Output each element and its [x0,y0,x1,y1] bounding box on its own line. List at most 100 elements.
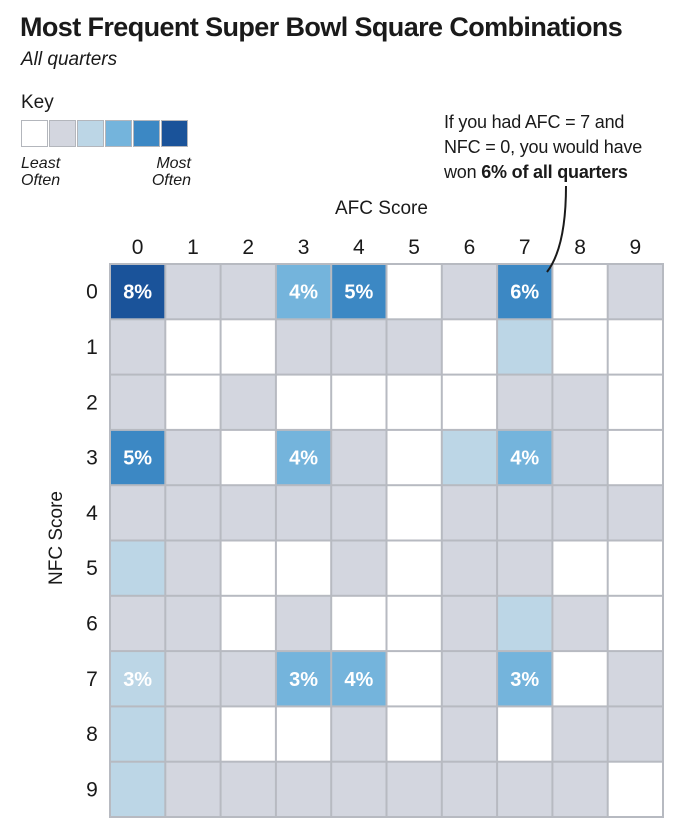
y-tick-label: 3 [86,447,98,470]
cell-value-label: 6% [510,282,539,304]
x-tick-label: 1 [187,236,199,259]
heatmap-cell [221,265,275,319]
heatmap-cell [442,652,497,706]
heatmap-cell [276,596,331,651]
key-swatch-5 [133,120,160,147]
callout-leader-line [546,185,567,273]
heatmap-cell [608,596,662,651]
cell-value-label: 4% [289,282,318,304]
heatmap-cell [387,375,441,429]
cell-value-label: 5% [344,282,373,304]
heatmap-cell [111,652,165,706]
y-tick-label: 5 [86,557,98,580]
heatmap-cell [553,375,607,429]
heatmap-cell [442,375,497,429]
heatmap-cell [166,707,220,761]
heatmap-cell [498,596,552,651]
cell-value-label: 3% [289,669,318,691]
key-swatch-3 [77,120,104,147]
x-tick-label: 8 [574,236,586,259]
heatmap-cell [332,320,386,374]
y-tick-label: 9 [86,778,98,801]
heatmap-cell [332,430,386,485]
x-tick-label: 3 [298,236,310,259]
heatmap-cell [111,265,165,319]
heatmap-cell [387,486,441,540]
y-tick-label: 6 [86,612,98,635]
heatmap-cell [166,762,220,816]
cell-value-label: 5% [123,448,152,470]
heatmap-cell [442,486,497,540]
heatmap-cell [276,762,331,816]
heatmap-cell [387,652,441,706]
heatmap-cell [332,762,386,816]
x-tick-label: 2 [242,236,254,259]
heatmap-cell [276,375,331,429]
key-swatch-4 [105,120,132,147]
heatmap-cell [221,652,275,706]
heatmap-cell [111,430,165,485]
key-high-label: Most Often [151,155,191,189]
heatmap-cell [387,320,441,374]
x-tick-label: 7 [519,236,531,259]
heatmap-cell [332,265,386,319]
cell-value-label: 8% [123,282,152,304]
heatmap-cell [111,762,165,816]
cell-value-label: 4% [289,448,318,470]
heatmap-cell [221,375,275,429]
heatmap-cell [332,652,386,706]
heatmap-cell [442,320,497,374]
callout-line-3: won 6% of all quarters [444,162,628,182]
heatmap-cell [498,320,552,374]
heatmap-cell [442,762,497,816]
heatmap-cell [111,320,165,374]
heatmap-cell [498,707,552,761]
y-tick-label: 7 [86,668,98,691]
x-tick-label: 5 [408,236,420,259]
x-tick-label: 6 [464,236,476,259]
key-swatch-6 [161,120,188,147]
heatmap-cell [498,265,552,319]
heatmap-cell [498,652,552,706]
heatmap-cell [166,375,220,429]
heatmap-cell [166,541,220,595]
heatmap-cell [111,486,165,540]
heatmap-cell [553,541,607,595]
heatmap-cell [553,596,607,651]
heatmap-cell [111,707,165,761]
x-tick-label: 9 [630,236,642,259]
heatmap-cell [221,762,275,816]
heatmap-cell [608,707,662,761]
y-tick-label: 2 [86,391,98,414]
key-low-label: Least Often [21,155,61,189]
heatmap-cell [498,486,552,540]
heatmap-cell [332,596,386,651]
x-tick-label: 4 [353,236,365,259]
heatmap-cell [276,486,331,540]
chart-subtitle: All quarters [21,49,118,70]
heatmap-cell [553,430,607,485]
heatmap-cell [221,596,275,651]
heatmap-cell [276,652,331,706]
heatmap-cell [553,707,607,761]
heatmap-cell [553,762,607,816]
heatmap-cell [276,541,331,595]
heatmap-cell [553,486,607,540]
heatmap-cell [166,652,220,706]
heatmap-cell [166,430,220,485]
heatmap-cell [166,596,220,651]
heatmap-cell [332,707,386,761]
heatmap-cell [221,430,275,485]
heatmap-cell [111,596,165,651]
heatmap-cell [276,430,331,485]
heatmap-cell [332,541,386,595]
heatmap-cell [608,430,662,485]
heatmap-cell [442,265,497,319]
heatmap-cell [387,596,441,651]
heatmap-cell [387,265,441,319]
chart-title: Most Frequent Super Bowl Square Combinat… [20,12,623,42]
heatmap-cell [608,375,662,429]
heatmap-cell [332,375,386,429]
cell-value-label: 3% [123,669,152,691]
heatmap-cell [221,707,275,761]
